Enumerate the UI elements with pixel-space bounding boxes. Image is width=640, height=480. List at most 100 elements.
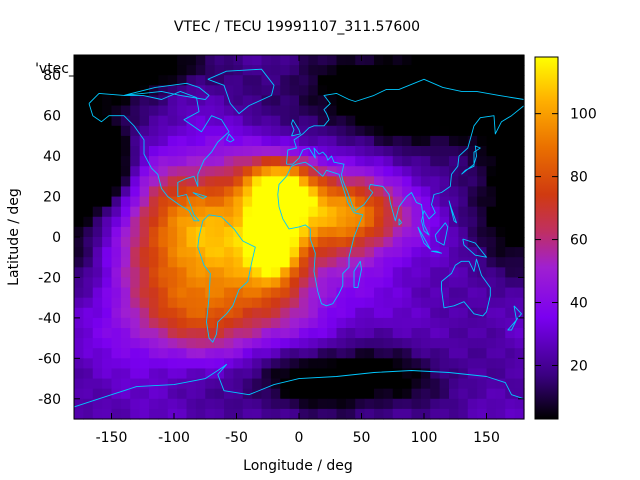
heatmap-cell — [299, 146, 309, 157]
heatmap-cell — [92, 287, 103, 299]
coastline-path — [192, 192, 207, 200]
heatmap-cell — [214, 297, 225, 309]
heatmap-cell — [449, 317, 459, 329]
heatmap-cell — [486, 247, 497, 258]
heatmap-cell — [270, 135, 281, 147]
heatmap-cell — [149, 146, 159, 157]
heatmap-cell — [120, 287, 131, 299]
heatmap-cell — [374, 408, 384, 420]
heatmap-cell — [411, 358, 422, 370]
heatmap-cell — [495, 156, 506, 167]
heatmap-cell — [186, 287, 197, 299]
heatmap-cell — [224, 358, 234, 370]
heatmap-cell — [317, 237, 328, 248]
heatmap-cell — [514, 408, 525, 420]
heatmap-cell — [495, 237, 506, 248]
heatmap-cell — [195, 267, 206, 279]
heatmap-cell — [139, 196, 150, 208]
heatmap-cell — [130, 65, 141, 76]
heatmap-cell — [439, 378, 450, 390]
heatmap-cell — [299, 156, 309, 167]
heatmap-cell — [430, 388, 441, 400]
heatmap-cell — [486, 287, 497, 299]
heatmap-cell — [308, 398, 319, 410]
heatmap-cell — [345, 328, 356, 339]
heatmap-cell — [83, 146, 94, 157]
heatmap-cell — [158, 176, 169, 188]
heatmap-cell — [130, 307, 141, 319]
heatmap-cell — [477, 196, 488, 208]
heatmap-cell — [74, 226, 84, 238]
heatmap-cell — [252, 115, 263, 127]
heatmap-cell — [205, 55, 216, 66]
heatmap-cell — [505, 348, 516, 359]
heatmap-cell — [214, 105, 225, 117]
heatmap-cell — [111, 237, 122, 248]
heatmap-cell — [374, 287, 384, 299]
heatmap-cell — [186, 85, 197, 97]
heatmap-cell — [449, 206, 459, 218]
heatmap-cell — [495, 206, 506, 218]
heatmap-cell — [383, 115, 394, 127]
heatmap-cell — [102, 328, 113, 339]
heatmap-cell — [514, 176, 525, 188]
heatmap-cell — [167, 307, 178, 319]
heatmap-cell — [149, 216, 159, 228]
heatmap-cell — [486, 388, 497, 400]
heatmap-cell — [439, 75, 450, 86]
heatmap-cell — [83, 125, 94, 137]
heatmap-cell — [83, 196, 94, 208]
x-tick-label: 50 — [353, 430, 371, 446]
heatmap-cell — [242, 358, 253, 370]
heatmap-cell — [92, 85, 103, 97]
heatmap-cell — [327, 105, 338, 117]
heatmap-cell — [195, 95, 206, 107]
heatmap-cell — [355, 348, 366, 359]
heatmap-cell — [383, 358, 394, 370]
heatmap-cell — [102, 125, 113, 137]
heatmap-cell — [270, 297, 281, 309]
heatmap-cell — [83, 75, 94, 86]
heatmap-cell — [383, 267, 394, 279]
heatmap-cell — [430, 398, 441, 410]
heatmap-cell — [242, 115, 253, 127]
heatmap-cell — [355, 398, 366, 410]
heatmap-cell — [120, 95, 131, 107]
heatmap-cell — [420, 338, 431, 349]
heatmap-cell — [74, 156, 84, 167]
heatmap-cell — [102, 206, 113, 218]
heatmap-cell — [120, 206, 131, 218]
heatmap-cell — [270, 55, 281, 66]
heatmap-cell — [430, 257, 441, 268]
heatmap-cell — [205, 297, 216, 309]
heatmap-cell — [261, 115, 272, 127]
x-tick-label: -150 — [96, 430, 128, 446]
heatmap-cell — [233, 125, 244, 137]
heatmap-cell — [392, 125, 403, 137]
heatmap-cell — [289, 166, 300, 177]
heatmap-cell — [392, 146, 403, 157]
heatmap-cell — [467, 338, 478, 349]
heatmap-cell — [261, 196, 272, 208]
heatmap-cell — [130, 206, 141, 218]
heatmap-cell — [420, 176, 431, 188]
heatmap-cell — [233, 257, 244, 268]
heatmap-cell — [486, 105, 497, 117]
heatmap-cell — [83, 226, 94, 238]
heatmap-cell — [102, 267, 113, 279]
heatmap-cell — [327, 277, 338, 289]
heatmap-cell — [402, 398, 413, 410]
heatmap-cell — [477, 358, 488, 370]
heatmap-cell — [317, 115, 328, 127]
heatmap-cell — [83, 166, 94, 177]
heatmap-cell — [299, 176, 309, 188]
heatmap-cell — [458, 388, 469, 400]
heatmap-cell — [214, 95, 225, 107]
heatmap-cell — [186, 125, 197, 137]
heatmap-cell — [336, 338, 347, 349]
heatmap-cell — [514, 317, 525, 329]
heatmap-cell — [420, 55, 431, 66]
heatmap-cell — [458, 247, 469, 258]
heatmap-cell — [495, 378, 506, 390]
heatmap-cell — [308, 186, 319, 198]
